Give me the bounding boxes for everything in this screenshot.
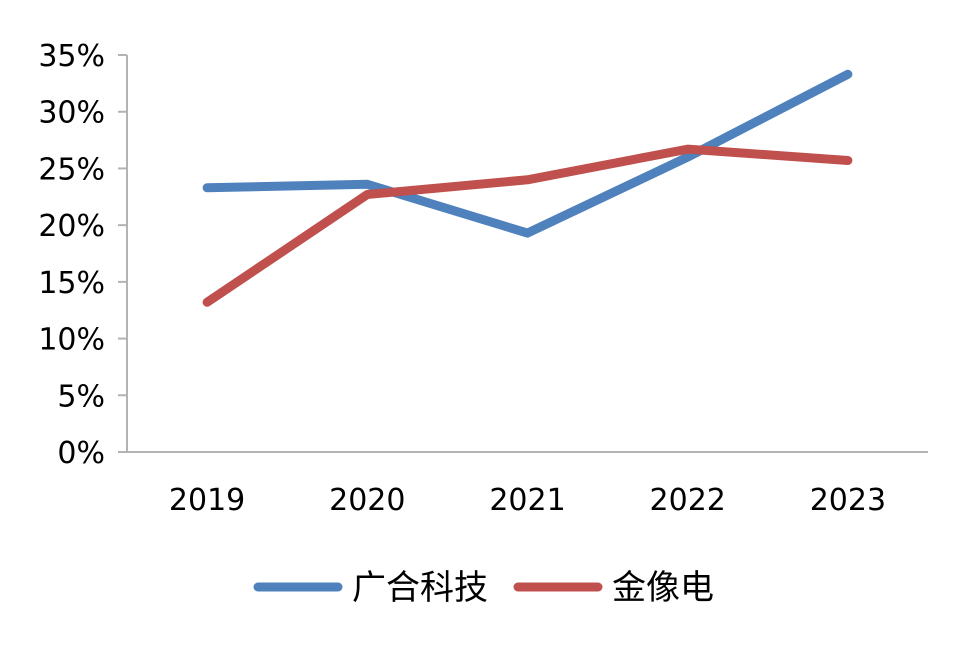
- y-tick-label: 35%: [38, 39, 105, 74]
- y-tick-label: 25%: [38, 152, 105, 187]
- x-tick-label: 2019: [169, 483, 245, 518]
- series-lines: [202, 69, 853, 307]
- x-tick-label: 2022: [650, 483, 726, 518]
- x-tick-label: 2020: [329, 483, 405, 518]
- y-tick-label: 5%: [57, 379, 105, 414]
- x-tick-label: 2021: [489, 483, 565, 518]
- y-tick-label: 0%: [57, 436, 105, 471]
- y-tick-label: 20%: [38, 209, 105, 244]
- y-tick-label: 30%: [38, 96, 105, 131]
- legend-label: 广合科技: [352, 568, 488, 608]
- y-tick-label: 15%: [38, 266, 105, 301]
- y-axis-ticks: 0% 5% 10% 15% 20% 25% 30% 35%: [38, 39, 127, 471]
- x-tick-label: 2023: [810, 483, 886, 518]
- y-tick-label: 10%: [38, 323, 105, 358]
- x-axis-ticks: 2019 2020 2021 2022 2023: [169, 483, 886, 518]
- axes: [126, 55, 928, 453]
- series-line-2: [202, 144, 853, 307]
- legend-label: 金像电: [612, 568, 714, 608]
- legend: 广合科技 金像电: [253, 568, 714, 608]
